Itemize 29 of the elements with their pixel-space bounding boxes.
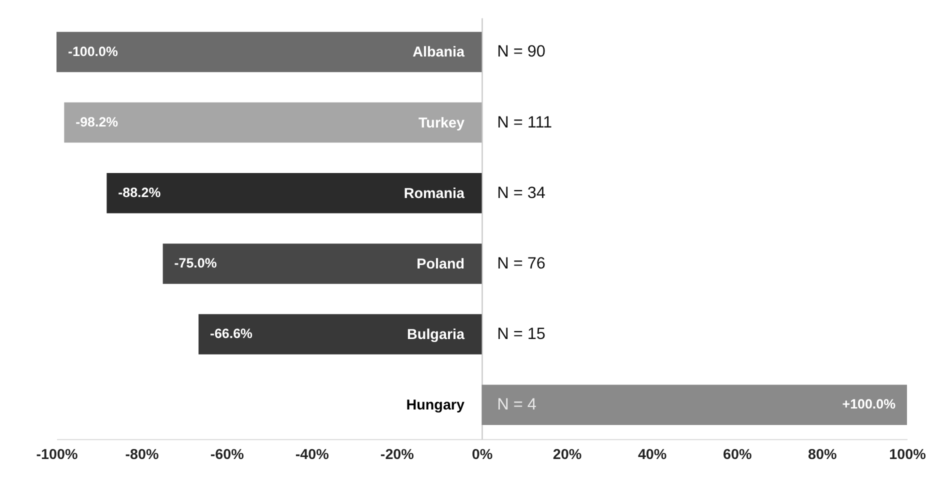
annotation: N = 4 [497, 396, 536, 414]
annotation: N = 111 [497, 113, 552, 132]
x-tick-label: 20% [552, 446, 582, 463]
annotation: N = 34 [497, 184, 546, 202]
data-label: -66.6% [210, 326, 253, 342]
x-tick-label: 40% [638, 446, 667, 463]
annotation: N = 90 [497, 42, 546, 61]
y-tick-label: Romania [404, 186, 466, 202]
y-tick-label: Hungary [406, 398, 465, 414]
data-label: +100.0% [842, 396, 896, 412]
annotation: N = 76 [497, 254, 546, 273]
x-tick-label: 60% [722, 446, 752, 463]
y-tick-label: Albania [412, 44, 466, 61]
x-tick-label: -100% [36, 446, 78, 463]
x-tick-label: -80% [125, 446, 160, 463]
y-tick-label: Poland [416, 256, 465, 273]
annotation: N = 15 [497, 325, 546, 344]
x-tick-label: 100% [889, 446, 926, 463]
data-label: -100.0% [68, 44, 118, 59]
x-tick-label: -40% [295, 446, 330, 463]
data-label: -88.2% [118, 184, 161, 200]
y-tick-label: Bulgaria [407, 327, 466, 344]
data-label: -75.0% [174, 256, 217, 271]
y-tick-label: Turkey [418, 115, 465, 132]
x-tick-label: -60% [210, 446, 244, 463]
x-tick-label: 0% [472, 446, 493, 463]
x-tick-label: 80% [808, 446, 838, 463]
x-tick-label: -20% [380, 446, 414, 463]
data-label: -98.2% [76, 114, 118, 130]
